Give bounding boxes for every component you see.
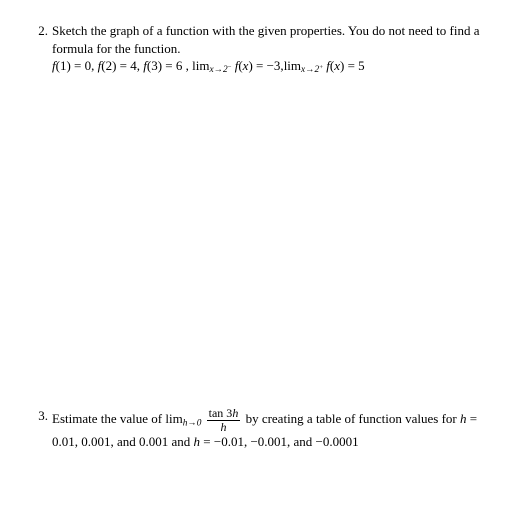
lim2-plus: + xyxy=(319,64,323,71)
f2-arg: (2) = 4, xyxy=(101,58,143,73)
fraction: tan 3h h xyxy=(207,407,241,433)
fraction-num: tan 3h xyxy=(207,407,241,421)
f1-arg: (1) = 0, xyxy=(56,58,98,73)
blank-space xyxy=(30,77,492,407)
lim2-sub: x→2 xyxy=(301,65,319,75)
vals2: = −0.01, −0.001, and −0.0001 xyxy=(200,434,359,449)
problem-3: 3. Estimate the value of limh→0 tan 3h h… xyxy=(30,407,492,451)
h-num: h xyxy=(232,406,238,420)
f3-arg: (3) = 6 , xyxy=(147,58,192,73)
problem-2-equations: f(1) = 0, f(2) = 4, f(3) = 6 , limx→2− f… xyxy=(52,58,365,73)
problem-2: 2. Sketch the graph of a function with t… xyxy=(30,22,492,77)
lim2: lim xyxy=(284,58,301,73)
page: 2. Sketch the graph of a function with t… xyxy=(0,0,522,451)
problem-2-number: 2. xyxy=(30,22,52,77)
problem-2-text: Sketch the graph of a function with the … xyxy=(52,23,479,56)
problem-3-body: Estimate the value of limh→0 tan 3h h by… xyxy=(52,407,492,451)
lim1-minus: − xyxy=(228,64,232,71)
h-den: h xyxy=(207,421,241,434)
problem-3-text-mid: by creating a table of function values f… xyxy=(242,411,460,426)
lim1-sub: x→2 xyxy=(209,65,227,75)
lim1: lim xyxy=(192,58,209,73)
lim3: lim xyxy=(165,411,182,426)
problem-3-number: 3. xyxy=(30,407,52,451)
f5-arg: (x) = 5 xyxy=(330,58,365,73)
problem-3-text-pre: Estimate the value of xyxy=(52,411,165,426)
f4-arg: (x) = −3, xyxy=(238,58,283,73)
problem-2-body: Sketch the graph of a function with the … xyxy=(52,22,492,77)
lim3-sub: h→0 xyxy=(183,418,202,428)
tan3: tan 3 xyxy=(209,406,233,420)
